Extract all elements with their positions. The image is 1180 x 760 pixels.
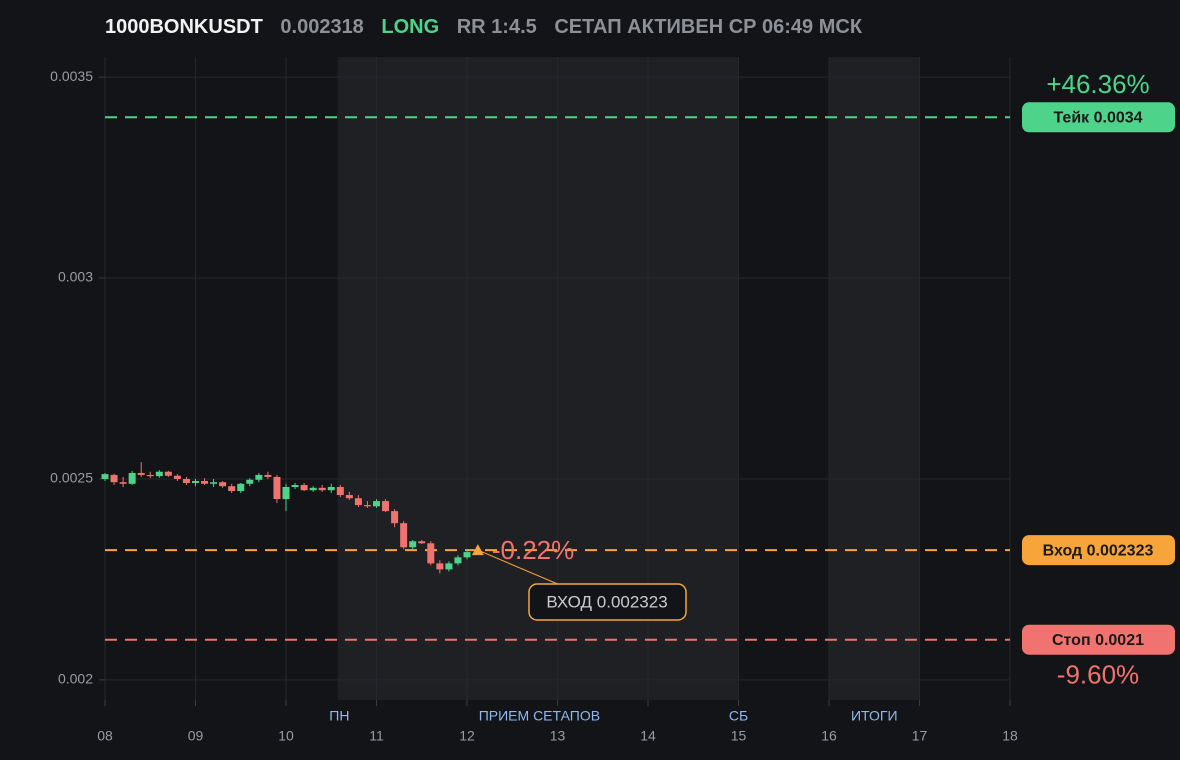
entry-marker bbox=[471, 544, 484, 556]
candle-body bbox=[382, 501, 390, 512]
x-tick-label: 11 bbox=[369, 728, 384, 744]
status: СЕТАП АКТИВЕН СР 06:49 МСК bbox=[554, 16, 863, 38]
level-label: Вход 0.002323 bbox=[1043, 542, 1154, 559]
x-tick-label: 14 bbox=[640, 728, 656, 744]
annotation-text: ВХОД 0.002323 bbox=[546, 592, 667, 611]
candle-body bbox=[255, 474, 263, 480]
candle-body bbox=[110, 474, 118, 483]
y-tick-label: 0.002 bbox=[58, 671, 93, 687]
candle-body bbox=[454, 557, 462, 564]
x-tick-label: 10 bbox=[278, 728, 294, 744]
y-tick-label: 0.003 bbox=[58, 269, 93, 285]
candle-body bbox=[273, 476, 281, 500]
candle-body bbox=[463, 552, 471, 558]
candle-body bbox=[336, 487, 344, 496]
candle-body bbox=[282, 487, 290, 500]
candle-body bbox=[373, 501, 380, 507]
candle-body bbox=[318, 487, 326, 491]
candle-body bbox=[210, 482, 218, 484]
candle-body bbox=[164, 471, 172, 476]
annotation-connector bbox=[477, 549, 561, 586]
level-change: +46.36% bbox=[1046, 69, 1149, 99]
x-tick-label: 15 bbox=[731, 728, 747, 744]
session-label: ИТОГИ bbox=[851, 708, 898, 724]
candle-body bbox=[246, 479, 254, 484]
candle-body bbox=[418, 541, 426, 544]
x-tick-label: 17 bbox=[912, 728, 928, 744]
symbol: 1000BONKUSDT bbox=[105, 16, 263, 38]
level-change: -9.60% bbox=[1057, 660, 1139, 690]
current-price: 0.002318 bbox=[280, 16, 364, 38]
candle-body bbox=[427, 543, 435, 564]
x-tick-label: 09 bbox=[188, 728, 204, 744]
header: 1000BONKUSDT 0.002318 LONG RR 1:4.5 СЕТА… bbox=[105, 16, 874, 39]
x-tick-label: 12 bbox=[459, 728, 475, 744]
candle-body bbox=[201, 480, 209, 484]
candle-body bbox=[291, 484, 299, 488]
x-tick-label: 18 bbox=[1002, 728, 1018, 744]
session-label: ПРИЕМ СЕТАПОВ bbox=[479, 708, 600, 724]
level-label: Стоп 0.0021 bbox=[1052, 632, 1144, 649]
candle-body bbox=[146, 474, 154, 477]
candle-body bbox=[354, 498, 362, 506]
candle-body bbox=[228, 486, 236, 492]
candle-body bbox=[345, 495, 353, 499]
level-tag bbox=[1022, 102, 1175, 133]
y-tick-label: 0.0025 bbox=[50, 470, 93, 486]
candle-body bbox=[192, 480, 199, 483]
x-tick-label: 16 bbox=[821, 728, 837, 744]
level-tag bbox=[1022, 624, 1175, 655]
level-label: Тейк 0.0034 bbox=[1053, 110, 1142, 127]
session-label: ПН bbox=[329, 708, 349, 724]
candle-body bbox=[128, 472, 136, 484]
candle-body bbox=[300, 484, 308, 491]
candle-body bbox=[409, 541, 417, 548]
candle-body bbox=[391, 511, 399, 524]
candle-body bbox=[173, 475, 181, 479]
risk-reward: RR 1:4.5 bbox=[456, 16, 537, 38]
x-tick-label: 13 bbox=[550, 728, 566, 744]
y-tick-label: 0.0035 bbox=[50, 68, 93, 84]
candle-body bbox=[219, 482, 227, 487]
candle-body bbox=[101, 474, 109, 479]
candle-body bbox=[182, 478, 190, 483]
candle-body bbox=[237, 483, 245, 492]
shaded-range bbox=[829, 57, 920, 700]
candle-body bbox=[436, 563, 444, 570]
entry-change: -0.22% bbox=[492, 535, 574, 565]
level-tag bbox=[1022, 535, 1175, 566]
candle-body bbox=[327, 487, 335, 491]
candle-body bbox=[400, 523, 408, 548]
candle-body bbox=[363, 505, 371, 507]
annotation-box bbox=[528, 583, 687, 621]
candle-body bbox=[309, 487, 317, 491]
candle-body bbox=[445, 563, 453, 570]
x-tick-label: 08 bbox=[97, 728, 113, 744]
candle-body bbox=[264, 474, 272, 477]
session-label: СБ bbox=[729, 708, 748, 724]
side: LONG bbox=[381, 16, 440, 38]
candle-body bbox=[137, 472, 145, 475]
candle-body bbox=[119, 482, 127, 484]
candle-body bbox=[155, 471, 163, 477]
